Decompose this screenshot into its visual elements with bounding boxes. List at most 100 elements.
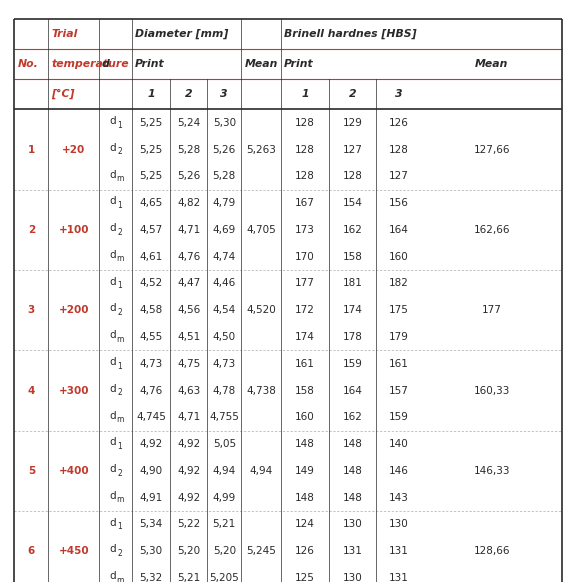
Text: d: d (109, 276, 116, 287)
Text: 4,90: 4,90 (139, 466, 163, 476)
Text: 5,263: 5,263 (247, 144, 276, 155)
Text: 5,26: 5,26 (213, 144, 236, 155)
Text: 4,46: 4,46 (213, 278, 236, 289)
Text: 4,73: 4,73 (139, 359, 163, 369)
Text: 4,56: 4,56 (177, 305, 200, 315)
Text: 157: 157 (389, 385, 409, 396)
Text: 4,71: 4,71 (177, 225, 200, 235)
Text: 4,58: 4,58 (139, 305, 163, 315)
Text: 178: 178 (342, 332, 362, 342)
Text: No.: No. (17, 59, 38, 69)
Text: 1: 1 (118, 201, 122, 210)
Text: m: m (116, 174, 123, 183)
Text: 3: 3 (395, 89, 403, 100)
Text: 4,94: 4,94 (249, 466, 273, 476)
Text: 1: 1 (147, 89, 155, 100)
Text: d: d (109, 491, 116, 501)
Text: m: m (116, 335, 123, 344)
Text: d: d (102, 59, 110, 69)
Text: 4,91: 4,91 (139, 492, 163, 503)
Text: 1: 1 (301, 89, 309, 100)
Text: d: d (109, 169, 116, 180)
Text: 4,57: 4,57 (139, 225, 163, 235)
Text: 5,28: 5,28 (177, 144, 200, 155)
Text: 149: 149 (295, 466, 315, 476)
Text: 4,61: 4,61 (139, 251, 163, 262)
Text: 4,71: 4,71 (177, 412, 200, 423)
Text: 2: 2 (118, 549, 122, 558)
Text: 4,745: 4,745 (137, 412, 166, 423)
Text: d: d (109, 196, 116, 207)
Text: 1: 1 (118, 442, 122, 451)
Text: 2: 2 (118, 388, 122, 398)
Text: 4,65: 4,65 (139, 198, 163, 208)
Text: 128,66: 128,66 (473, 546, 510, 556)
Text: +300: +300 (59, 385, 89, 396)
Text: 2: 2 (118, 147, 122, 157)
Text: 148: 148 (342, 492, 362, 503)
Text: 130: 130 (389, 519, 409, 530)
Text: 162: 162 (342, 225, 362, 235)
Text: d: d (109, 143, 116, 153)
Text: 4,705: 4,705 (247, 225, 276, 235)
Text: 162,66: 162,66 (473, 225, 510, 235)
Text: 4: 4 (28, 385, 35, 396)
Text: 170: 170 (295, 251, 315, 262)
Text: 2: 2 (185, 89, 192, 100)
Text: Print: Print (135, 59, 165, 69)
Text: 1: 1 (118, 522, 122, 531)
Text: 5,20: 5,20 (177, 546, 200, 556)
Text: 128: 128 (389, 144, 409, 155)
Text: +20: +20 (62, 144, 85, 155)
Text: 167: 167 (295, 198, 315, 208)
Text: 127: 127 (342, 144, 362, 155)
Text: 161: 161 (389, 359, 409, 369)
Text: 4,92: 4,92 (177, 466, 200, 476)
Text: 4,63: 4,63 (177, 385, 200, 396)
Text: 1: 1 (118, 281, 122, 290)
Text: 164: 164 (389, 225, 409, 235)
Text: 128: 128 (342, 171, 362, 182)
Text: 5: 5 (28, 466, 35, 476)
Text: 6: 6 (28, 546, 35, 556)
Text: 162: 162 (342, 412, 362, 423)
Text: 4,47: 4,47 (177, 278, 200, 289)
Text: 2: 2 (118, 308, 122, 317)
Text: Diameter [mm]: Diameter [mm] (135, 29, 228, 39)
Text: 4,73: 4,73 (213, 359, 236, 369)
Text: 4,69: 4,69 (213, 225, 236, 235)
Text: 4,52: 4,52 (139, 278, 163, 289)
Text: 2: 2 (118, 228, 122, 237)
Text: d: d (109, 223, 116, 233)
Text: 131: 131 (389, 573, 409, 582)
Text: d: d (109, 250, 116, 260)
Text: 127: 127 (389, 171, 409, 182)
Text: 161: 161 (295, 359, 315, 369)
Text: m: m (116, 495, 123, 505)
Text: Mean: Mean (244, 59, 278, 69)
Text: d: d (109, 437, 116, 448)
Text: 5,25: 5,25 (139, 171, 163, 182)
Text: 5,30: 5,30 (213, 118, 236, 128)
Text: 181: 181 (342, 278, 362, 289)
Text: 128: 128 (295, 144, 315, 155)
Text: d: d (109, 544, 116, 555)
Text: m: m (116, 415, 123, 424)
Text: +400: +400 (58, 466, 89, 476)
Text: 174: 174 (342, 305, 362, 315)
Text: 128: 128 (295, 118, 315, 128)
Text: 3: 3 (28, 305, 35, 315)
Text: 127,66: 127,66 (473, 144, 510, 155)
Text: 177: 177 (295, 278, 315, 289)
Text: 5,26: 5,26 (177, 171, 200, 182)
Text: 158: 158 (342, 251, 362, 262)
Text: 4,76: 4,76 (177, 251, 200, 262)
Text: Brinell hardnes [HBS]: Brinell hardnes [HBS] (284, 29, 416, 39)
Text: Mean: Mean (475, 59, 509, 69)
Text: m: m (116, 576, 123, 582)
Text: d: d (109, 303, 116, 314)
Text: 129: 129 (342, 118, 362, 128)
Text: 5,22: 5,22 (177, 519, 200, 530)
Text: 160,33: 160,33 (473, 385, 510, 396)
Text: 159: 159 (342, 359, 362, 369)
